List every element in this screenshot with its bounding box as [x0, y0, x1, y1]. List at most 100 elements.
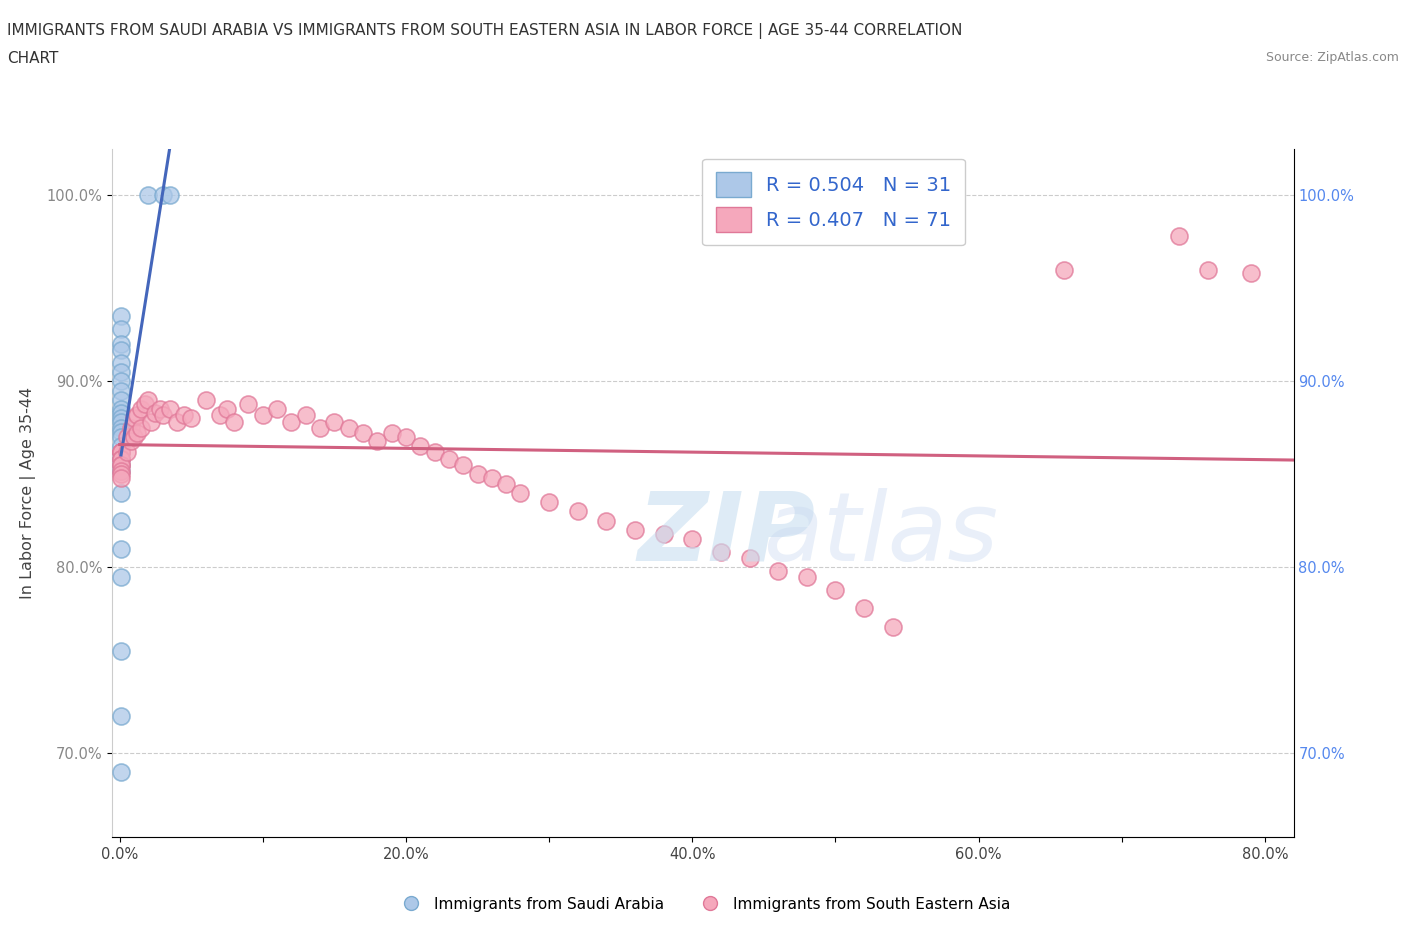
Point [238, 396, 260, 411]
Point [129, 420, 152, 435]
Point [110, 463, 132, 478]
Point [409, 439, 432, 454]
Point [180, 411, 202, 426]
Point [110, 458, 132, 472]
Point [152, 407, 174, 422]
Point [110, 402, 132, 417]
Point [125, 426, 148, 441]
Point [149, 402, 172, 417]
Point [766, 564, 789, 578]
Point [139, 415, 162, 430]
Point [110, 445, 132, 459]
Point [110, 485, 132, 500]
Point [110, 452, 132, 467]
Text: IMMIGRANTS FROM SAUDI ARABIA VS IMMIGRANTS FROM SOUTH EASTERN ASIA IN LABOR FORC: IMMIGRANTS FROM SAUDI ARABIA VS IMMIGRAN… [7, 23, 962, 39]
Point [110, 309, 132, 324]
Point [115, 430, 138, 445]
Point [145, 405, 167, 420]
Point [120, 420, 142, 435]
Point [796, 569, 818, 584]
Point [882, 619, 904, 634]
Legend: Immigrants from Saudi Arabia, Immigrants from South Eastern Asia: Immigrants from Saudi Arabia, Immigrants… [389, 891, 1017, 918]
Point [110, 458, 132, 472]
Point [710, 545, 733, 560]
Point [467, 467, 489, 482]
Point [538, 495, 561, 510]
Point [224, 415, 246, 430]
Point [159, 402, 181, 417]
Point [110, 365, 132, 379]
Point [495, 476, 517, 491]
Point [110, 541, 132, 556]
Point [120, 433, 142, 448]
Point [681, 532, 703, 547]
Point [159, 188, 181, 203]
Point [509, 485, 531, 500]
Point [215, 402, 238, 417]
Point [294, 407, 316, 422]
Point [1197, 262, 1219, 277]
Point [451, 458, 474, 472]
Point [110, 383, 132, 398]
Point [194, 392, 217, 407]
Point [152, 188, 174, 203]
Point [122, 430, 145, 445]
Point [110, 452, 132, 467]
Point [110, 430, 132, 445]
Point [110, 445, 132, 459]
Point [122, 411, 145, 426]
Text: Source: ZipAtlas.com: Source: ZipAtlas.com [1265, 51, 1399, 64]
Point [136, 392, 159, 407]
Point [853, 601, 876, 616]
Point [110, 420, 132, 435]
Point [1053, 262, 1076, 277]
Point [110, 392, 132, 407]
Point [595, 513, 617, 528]
Point [134, 396, 156, 411]
Point [323, 415, 346, 430]
Point [395, 430, 418, 445]
Point [352, 426, 374, 441]
Point [423, 445, 446, 459]
Point [567, 504, 589, 519]
Point [337, 420, 360, 435]
Point [110, 709, 132, 724]
Point [115, 445, 138, 459]
Point [110, 411, 132, 426]
Point [208, 407, 231, 422]
Point [381, 426, 404, 441]
Point [136, 188, 159, 203]
Point [110, 439, 132, 454]
Point [110, 463, 132, 478]
Point [110, 513, 132, 528]
Point [1168, 229, 1191, 244]
Point [110, 355, 132, 370]
Point [110, 569, 132, 584]
Point [110, 764, 132, 779]
Point [166, 415, 188, 430]
Point [110, 374, 132, 389]
Point [110, 337, 132, 352]
Point [624, 523, 647, 538]
Point [824, 582, 846, 597]
Y-axis label: In Labor Force | Age 35-44: In Labor Force | Age 35-44 [20, 387, 35, 599]
Point [110, 424, 132, 439]
Point [110, 322, 132, 337]
Point [110, 471, 132, 485]
Point [252, 407, 274, 422]
Point [125, 407, 148, 422]
Point [1239, 266, 1261, 281]
Text: CHART: CHART [7, 51, 59, 66]
Point [437, 452, 460, 467]
Point [266, 402, 288, 417]
Point [110, 405, 132, 420]
Text: atlas: atlas [762, 487, 998, 580]
Legend: R = 0.504   N = 31, R = 0.407   N = 71: R = 0.504 N = 31, R = 0.407 N = 71 [702, 158, 965, 246]
Point [129, 402, 152, 417]
Point [481, 471, 503, 485]
Point [366, 433, 388, 448]
Point [110, 445, 132, 459]
Text: ZIP: ZIP [638, 487, 815, 580]
Point [173, 407, 195, 422]
Point [110, 467, 132, 482]
